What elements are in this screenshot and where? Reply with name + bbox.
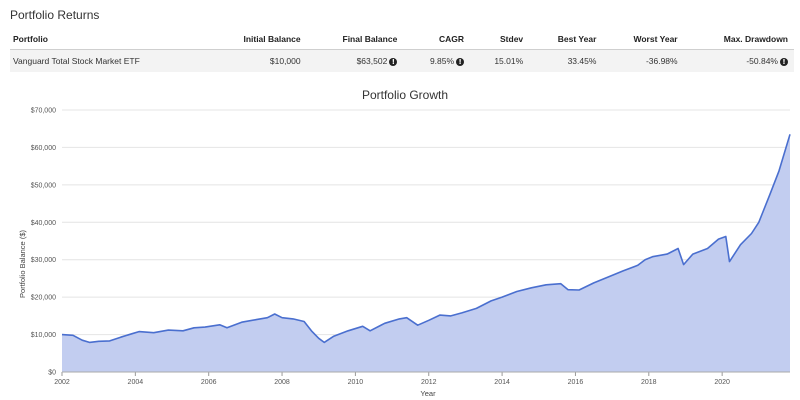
chart-title: Portfolio Growth	[362, 88, 448, 102]
x-tick-label: 2002	[54, 379, 70, 386]
cell-portfolio-name: Vanguard Total Stock Market ETF	[10, 49, 207, 72]
max-drawdown-value: -50.84%	[746, 56, 778, 66]
cell-final-balance: $63,502!	[306, 49, 404, 72]
x-tick-label: 2006	[201, 379, 217, 386]
cell-stdev: 15.01%	[470, 49, 530, 72]
x-tick-label: 2012	[421, 379, 437, 386]
cagr-value: 9.85%	[429, 56, 455, 66]
col-best-year: Best Year	[529, 30, 603, 50]
col-portfolio: Portfolio	[10, 30, 207, 50]
growth-line	[61, 134, 791, 344]
col-max-drawdown: Max. Drawdown	[683, 30, 794, 50]
x-tick-label: 2016	[568, 379, 584, 386]
cell-max-drawdown: -50.84%!	[683, 49, 794, 72]
y-tick-label: $20,000	[31, 295, 56, 302]
y-tick-label: $0	[48, 370, 56, 377]
x-tick-label: 2020	[714, 379, 730, 386]
y-axis-ticks: $0 $10,000 $20,000 $30,000 $40,000 $50,000 $60…	[31, 108, 56, 377]
portfolio-growth-chart: Portfolio Growth $0 $10,000 $20,000 $30,000…	[18, 88, 791, 398]
portfolio-returns-table: Portfolio Initial Balance Final Balance …	[10, 30, 794, 72]
y-tick-label: $70,000	[31, 108, 56, 115]
growth-area	[62, 134, 790, 372]
cell-best-year: 33.45%	[529, 49, 603, 72]
y-tick-label: $10,000	[31, 332, 56, 339]
y-tick-label: $50,000	[31, 182, 56, 189]
info-icon[interactable]: !	[389, 58, 398, 66]
info-icon[interactable]: !	[456, 58, 465, 66]
col-cagr: CAGR	[403, 30, 471, 50]
cell-cagr: 9.85%!	[403, 49, 471, 72]
table-row: Vanguard Total Stock Market ETF $10,000 …	[10, 49, 794, 72]
col-stdev: Stdev	[470, 30, 530, 50]
x-tick-label: 2014	[494, 379, 510, 386]
x-axis-title: Year	[420, 389, 436, 398]
y-axis-title: Portfolio Balance ($)	[18, 230, 27, 298]
x-tick-label: 2004	[128, 379, 144, 386]
cell-initial-balance: $10,000	[206, 49, 307, 72]
x-tick-label: 2008	[274, 379, 290, 386]
x-tick-label: 2018	[641, 379, 657, 386]
y-tick-label: $60,000	[31, 145, 56, 152]
cell-worst-year: -36.98%	[602, 49, 684, 72]
col-final-balance: Final Balance	[306, 30, 404, 50]
table-header-row: Portfolio Initial Balance Final Balance …	[10, 30, 794, 50]
section-title: Portfolio Returns	[10, 8, 100, 22]
col-initial-balance: Initial Balance	[206, 30, 307, 50]
x-tick-label: 2010	[348, 379, 364, 386]
info-icon[interactable]: !	[780, 58, 788, 66]
col-worst-year: Worst Year	[602, 30, 684, 50]
y-tick-label: $30,000	[31, 257, 56, 264]
x-axis-ticks: 2002 2004 2006 2008 2010 2012 2014 2016 2018 2020	[54, 372, 730, 386]
final-balance-value: $63,502	[356, 56, 388, 66]
y-tick-label: $40,000	[31, 220, 56, 227]
